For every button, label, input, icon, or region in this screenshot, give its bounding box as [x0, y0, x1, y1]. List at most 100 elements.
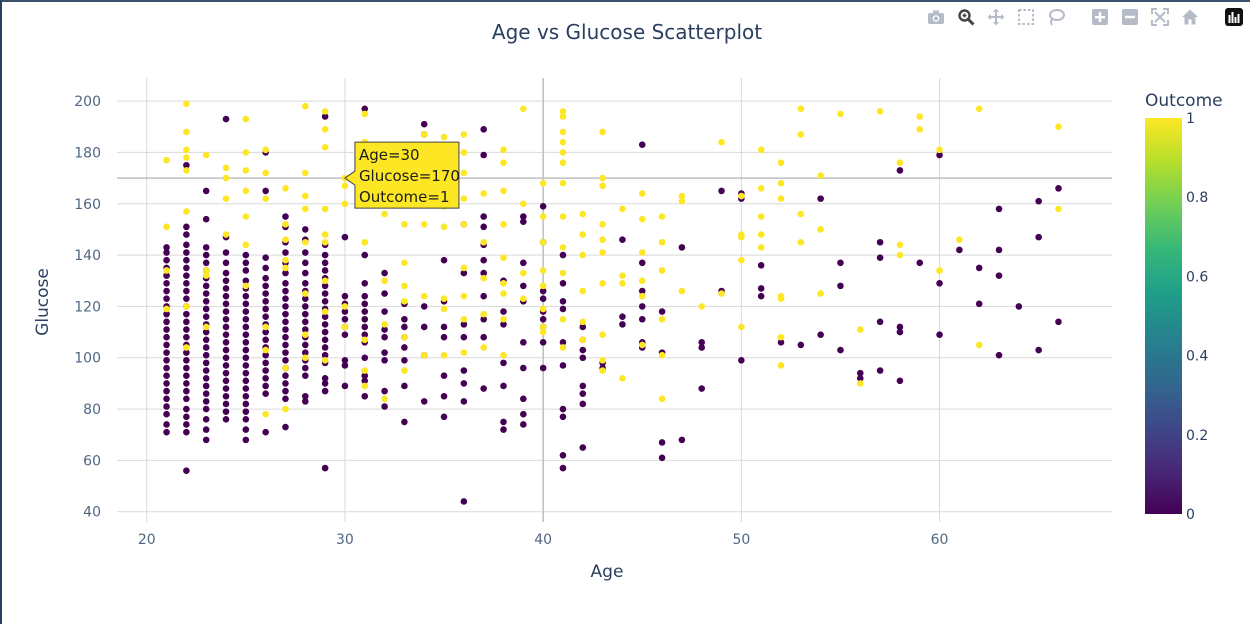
point-outcome-0[interactable] [183, 272, 190, 279]
point-outcome-1[interactable] [222, 195, 230, 202]
point-outcome-0[interactable] [658, 454, 666, 462]
point-outcome-0[interactable] [242, 436, 250, 444]
point-outcome-0[interactable] [837, 282, 844, 290]
point-outcome-0[interactable] [202, 405, 210, 413]
point-outcome-0[interactable] [262, 305, 269, 313]
point-outcome-0[interactable] [202, 290, 210, 297]
point-outcome-0[interactable] [301, 259, 309, 267]
point-outcome-0[interactable] [757, 262, 765, 269]
point-outcome-1[interactable] [777, 295, 785, 303]
point-outcome-0[interactable] [163, 280, 170, 287]
point-outcome-1[interactable] [777, 362, 785, 369]
point-outcome-0[interactable] [321, 259, 329, 267]
point-outcome-0[interactable] [183, 231, 190, 238]
point-outcome-0[interactable] [202, 416, 210, 423]
point-outcome-0[interactable] [361, 354, 369, 362]
point-outcome-0[interactable] [321, 464, 329, 472]
point-outcome-0[interactable] [262, 390, 269, 397]
point-outcome-0[interactable] [163, 387, 170, 395]
point-outcome-1[interactable] [202, 151, 210, 159]
point-outcome-0[interactable] [361, 280, 369, 287]
point-outcome-0[interactable] [460, 321, 468, 328]
point-outcome-0[interactable] [163, 364, 170, 372]
point-outcome-1[interactable] [183, 128, 190, 136]
point-outcome-1[interactable] [460, 195, 468, 202]
point-outcome-0[interactable] [321, 351, 329, 359]
point-outcome-0[interactable] [361, 292, 369, 300]
point-outcome-0[interactable] [500, 382, 507, 390]
point-outcome-1[interactable] [480, 238, 487, 246]
point-outcome-1[interactable] [539, 305, 547, 313]
point-outcome-1[interactable] [321, 205, 329, 213]
point-outcome-1[interactable] [500, 146, 507, 154]
point-outcome-1[interactable] [579, 336, 587, 344]
point-outcome-0[interactable] [559, 464, 567, 472]
point-outcome-1[interactable] [678, 192, 686, 200]
point-outcome-0[interactable] [638, 303, 646, 310]
point-outcome-1[interactable] [321, 238, 329, 246]
point-outcome-1[interactable] [301, 331, 309, 338]
point-outcome-1[interactable] [341, 182, 349, 190]
point-outcome-1[interactable] [777, 159, 785, 166]
point-outcome-0[interactable] [262, 351, 269, 359]
point-outcome-1[interactable] [539, 238, 547, 246]
point-outcome-1[interactable] [440, 305, 448, 313]
point-outcome-0[interactable] [163, 326, 170, 333]
point-outcome-0[interactable] [222, 115, 230, 123]
point-outcome-0[interactable] [480, 256, 487, 264]
point-outcome-0[interactable] [163, 410, 170, 418]
point-outcome-0[interactable] [559, 280, 567, 287]
point-outcome-0[interactable] [222, 416, 230, 423]
point-outcome-1[interactable] [163, 156, 170, 164]
point-outcome-1[interactable] [163, 267, 170, 274]
point-outcome-0[interactable] [222, 249, 230, 256]
point-outcome-1[interactable] [579, 210, 587, 218]
point-outcome-0[interactable] [361, 315, 369, 323]
point-outcome-0[interactable] [361, 331, 369, 338]
point-outcome-0[interactable] [500, 418, 507, 426]
point-outcome-1[interactable] [460, 131, 468, 138]
point-outcome-1[interactable] [638, 341, 646, 349]
point-outcome-1[interactable] [579, 287, 587, 295]
point-outcome-1[interactable] [876, 108, 884, 115]
point-outcome-1[interactable] [559, 128, 567, 136]
point-outcome-0[interactable] [183, 249, 190, 256]
point-outcome-0[interactable] [202, 398, 210, 405]
point-outcome-1[interactable] [321, 143, 329, 151]
point-outcome-0[interactable] [262, 274, 269, 282]
point-outcome-1[interactable] [500, 315, 507, 323]
point-outcome-1[interactable] [817, 290, 824, 297]
point-outcome-1[interactable] [599, 220, 606, 228]
point-outcome-0[interactable] [579, 400, 587, 408]
point-outcome-0[interactable] [301, 398, 309, 405]
point-outcome-0[interactable] [301, 310, 309, 318]
point-outcome-0[interactable] [222, 292, 230, 300]
point-outcome-0[interactable] [619, 321, 626, 328]
point-outcome-0[interactable] [301, 280, 309, 287]
point-outcome-0[interactable] [520, 364, 527, 372]
point-outcome-0[interactable] [896, 323, 904, 331]
point-outcome-1[interactable] [559, 138, 567, 146]
point-outcome-0[interactable] [995, 205, 1003, 213]
point-outcome-1[interactable] [381, 395, 388, 403]
point-outcome-0[interactable] [539, 315, 547, 323]
point-outcome-1[interactable] [262, 410, 269, 418]
point-outcome-0[interactable] [242, 377, 250, 385]
point-outcome-1[interactable] [163, 223, 170, 231]
point-outcome-0[interactable] [183, 380, 190, 387]
point-outcome-0[interactable] [579, 354, 587, 362]
point-outcome-0[interactable] [183, 372, 190, 380]
point-outcome-0[interactable] [202, 187, 210, 195]
point-outcome-1[interactable] [262, 323, 269, 331]
point-outcome-1[interactable] [520, 105, 527, 113]
point-outcome-1[interactable] [559, 159, 567, 166]
point-outcome-0[interactable] [282, 349, 289, 356]
point-outcome-1[interactable] [242, 115, 250, 123]
point-outcome-1[interactable] [222, 231, 230, 238]
point-outcome-1[interactable] [539, 179, 547, 187]
point-outcome-1[interactable] [183, 344, 190, 351]
point-outcome-1[interactable] [202, 267, 210, 274]
point-outcome-1[interactable] [420, 292, 428, 300]
point-outcome-0[interactable] [262, 428, 269, 436]
point-outcome-1[interactable] [718, 290, 725, 297]
